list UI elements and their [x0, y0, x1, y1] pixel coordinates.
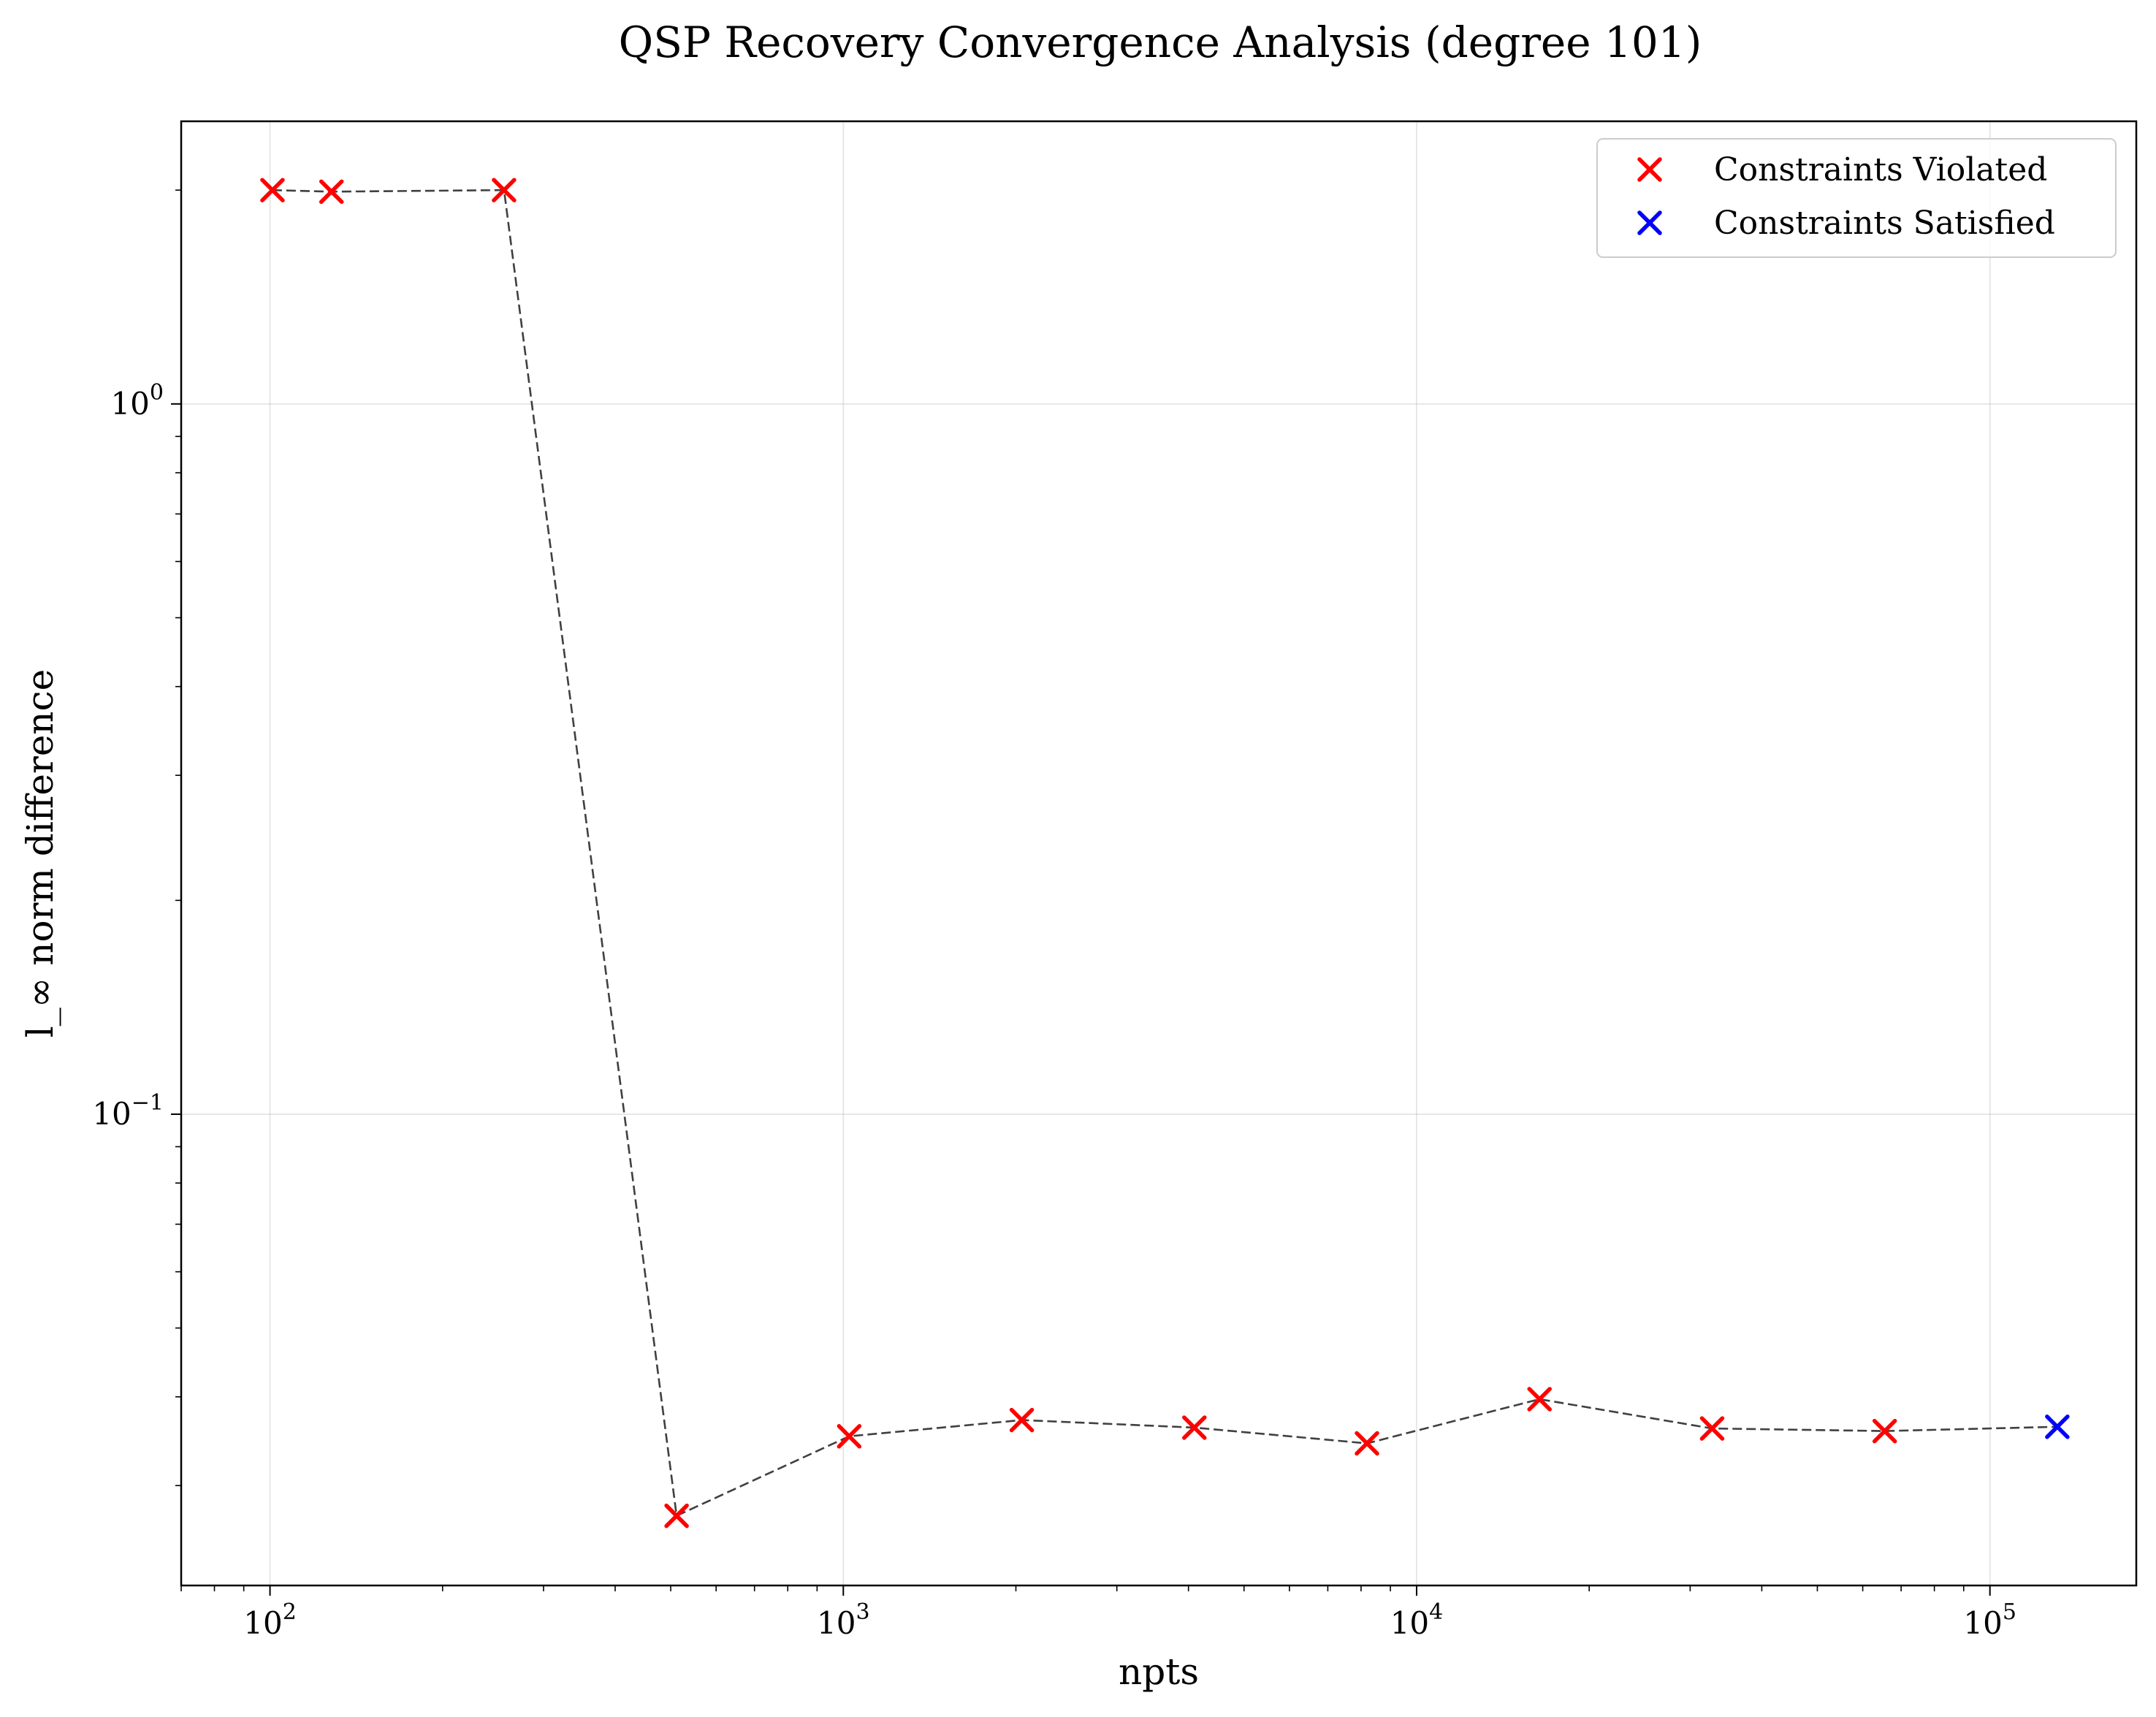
y-tick-label: 10−1	[92, 1090, 164, 1132]
data-point-violated	[492, 178, 517, 202]
data-point-violated	[1355, 1431, 1379, 1456]
legend-x-marker	[1637, 210, 1662, 235]
data-point-violated	[260, 178, 285, 202]
x-tick-label: 103	[817, 1599, 870, 1641]
series-line	[272, 189, 2057, 1518]
data-point-violated	[664, 1503, 689, 1528]
grid-lines	[181, 121, 2136, 1585]
data-point-violated	[837, 1424, 862, 1449]
data-point-violated	[1699, 1416, 1725, 1441]
y-tick-label: 100	[110, 380, 164, 422]
x-axis: 102 103 104 105	[180, 1585, 2016, 1641]
legend-label-satisfied: Constraints Satisfied	[1714, 205, 2055, 242]
legend-x-marker	[1637, 157, 1662, 182]
y-axis: 100 10−1	[92, 189, 181, 1487]
data-point-violated	[1527, 1387, 1552, 1412]
plot-area-frame	[180, 120, 2138, 1587]
chart-title: QSP Recovery Convergence Analysis (degre…	[619, 18, 1702, 67]
data-point-violated	[1872, 1418, 1897, 1444]
y-axis-label: l_∞ norm difference	[19, 669, 61, 1038]
data-point-violated	[319, 179, 344, 205]
data-markers	[260, 178, 2070, 1528]
legend-label-violated: Constraints Violated	[1714, 151, 2047, 189]
legend-marker-satisfied	[1637, 210, 1662, 235]
x-tick-label: 104	[1390, 1599, 1444, 1641]
legend-marker-violated	[1637, 157, 1662, 182]
data-point-violated	[1182, 1415, 1207, 1440]
x-tick-label: 102	[243, 1599, 297, 1641]
x-tick-label: 105	[1963, 1599, 2016, 1641]
x-axis-label: npts	[1119, 1651, 1199, 1693]
data-point-violated	[1009, 1407, 1035, 1433]
legend-entry-violated: Constraints Violated	[1637, 151, 2047, 189]
legend-box	[1596, 138, 2117, 258]
legend-entry-satisfied: Constraints Satisfied	[1637, 205, 2055, 242]
data-point-satisfied	[2045, 1415, 2070, 1439]
legend: Constraints Violated Constraints Satisfi…	[1596, 138, 2117, 258]
